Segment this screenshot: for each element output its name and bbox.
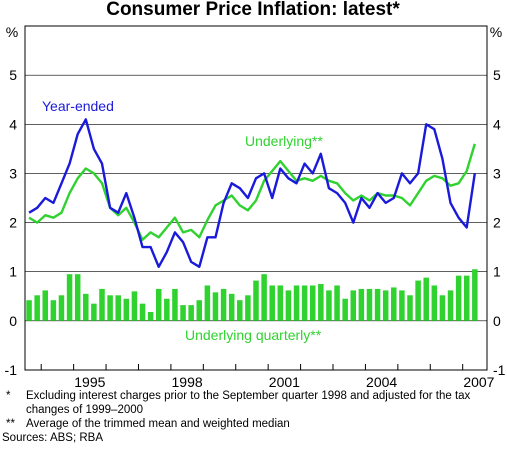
footnote-2-text: Average of the trimmed mean and weighted…: [26, 418, 290, 430]
quarterly-bar-51: [431, 285, 438, 321]
quarterly-bar-8: [83, 293, 89, 321]
quarterly-bar-32: [277, 285, 284, 321]
left-unit-label: %: [6, 24, 18, 40]
left-tick-label-2: 2: [9, 215, 17, 231]
footnote-2: ** Average of the trimmed mean and weigh…: [2, 417, 502, 431]
left-tick-label-5: 5: [9, 67, 17, 83]
quarterly-bar-34: [293, 285, 300, 321]
quarterly-bar-54: [455, 275, 462, 321]
series-lines: [28, 118, 476, 268]
quarterly-bar-22: [196, 300, 203, 321]
quarterly-bar-7: [74, 274, 81, 321]
plot-frame: [24, 25, 488, 371]
left-tick-label-1: 1: [9, 264, 17, 280]
quarterly-bar-4: [50, 300, 57, 321]
quarterly-bar-6: [66, 274, 73, 321]
quarterly-bar-16: [147, 312, 154, 321]
quarterly-bar-42: [358, 288, 365, 321]
right-tick-label-3: 3: [493, 165, 501, 181]
left-tick-label-3: 3: [9, 165, 17, 181]
right-tick-label-4: 4: [493, 116, 501, 132]
quarterly-bar-15: [139, 303, 146, 321]
sources: Sources: ABS; RBA: [2, 432, 103, 444]
footnote-1: * Excluding interest charges prior to th…: [2, 389, 502, 417]
quarterly-bar-17: [155, 288, 162, 321]
quarterly-bar-21: [188, 305, 194, 321]
footnote-1-mark: *: [6, 390, 11, 402]
quarterly-bar-47: [399, 290, 405, 321]
quarterly-bar-11: [107, 295, 113, 321]
left-tick-label-4: 4: [9, 116, 17, 132]
quarterly-bar-26: [228, 293, 235, 321]
underlying-label: Underlying**: [245, 133, 323, 149]
year-ended-line: [28, 118, 476, 268]
footnote-2-mark: **: [6, 418, 15, 430]
quarterly-bar-33: [285, 290, 292, 321]
left-tick-label--1: -1: [5, 362, 18, 378]
right-tick-label-2: 2: [493, 215, 501, 231]
quarterly-bar-46: [391, 287, 397, 321]
quarterly-bar-31: [269, 285, 275, 321]
right-tick-label-1: 1: [493, 264, 501, 280]
quarterly-bar-23: [204, 285, 211, 321]
quarterly-bar-52: [439, 295, 446, 321]
quarterly-bar-13: [123, 298, 130, 321]
axes: -1 -1 0 0 1 1 2 2 3 3 4 4 5 5 1995 1998 2001 2004 2007: [5, 25, 506, 390]
quarterly-bar-27: [237, 300, 243, 321]
x-tick-label-1995: 1995: [74, 374, 105, 390]
quarterly-bar-12: [115, 295, 121, 321]
footnote-1-text: Excluding interest charges prior to the …: [26, 390, 471, 416]
right-tick-label--1: -1: [493, 362, 506, 378]
quarterly-bar-35: [301, 285, 308, 321]
quarterly-bar-55: [463, 275, 470, 321]
underlying-quarterly-bars: [26, 269, 478, 321]
year-ended-label: Year-ended: [42, 98, 114, 114]
quarterly-bar-3: [42, 290, 49, 321]
quarterly-bar-20: [180, 305, 186, 321]
cpi-chart: Consumer Price Inflation: latest* % % -1…: [5, 0, 506, 390]
left-tick-label-0: 0: [9, 313, 17, 329]
quarterly-bar-40: [342, 298, 348, 321]
quarterly-bar-44: [374, 288, 381, 321]
underlying-line: [28, 143, 476, 242]
quarterly-bar-5: [58, 295, 65, 321]
quarterly-bar-1: [26, 300, 32, 321]
quarterly-bar-24: [212, 292, 219, 321]
quarterly-bar-18: [164, 298, 170, 321]
quarterly-bar-10: [99, 288, 105, 321]
quarterly-bar-19: [172, 288, 178, 321]
quarterly-bar-43: [366, 288, 373, 321]
quarterly-bar-53: [447, 290, 454, 321]
right-unit-label: %: [490, 24, 502, 40]
quarterly-bar-48: [407, 295, 413, 321]
quarterly-bar-30: [261, 274, 267, 321]
chart-notes: * Excluding interest charges prior to th…: [2, 389, 502, 445]
x-tick-label-2001: 2001: [269, 374, 300, 390]
right-tick-label-0: 0: [493, 313, 501, 329]
quarterly-bar-9: [91, 303, 97, 321]
quarterly-bar-49: [415, 280, 421, 321]
quarterly-bar-2: [34, 295, 40, 321]
quarterly-bar-50: [423, 277, 429, 321]
quarterly-bar-28: [245, 295, 251, 321]
chart-title: Consumer Price Inflation: latest*: [106, 0, 400, 20]
quarterly-bar-39: [334, 285, 340, 321]
quarterly-bar-38: [326, 290, 332, 321]
right-tick-label-5: 5: [493, 67, 501, 83]
x-tick-label-2007: 2007: [463, 374, 494, 390]
quarterly-bar-36: [309, 285, 316, 321]
quarterly-bar-56: [472, 269, 478, 321]
quarterly-bar-25: [220, 288, 227, 321]
x-tick-label-1998: 1998: [172, 374, 203, 390]
quarterly-bar-14: [131, 291, 138, 321]
quarterly-bar-45: [382, 290, 389, 321]
quarterly-bar-37: [318, 284, 324, 321]
underlying-quarterly-label: Underlying quarterly**: [185, 327, 322, 343]
quarterly-bar-29: [253, 280, 259, 321]
x-tick-label-2004: 2004: [366, 374, 397, 390]
quarterly-bar-41: [350, 290, 357, 321]
